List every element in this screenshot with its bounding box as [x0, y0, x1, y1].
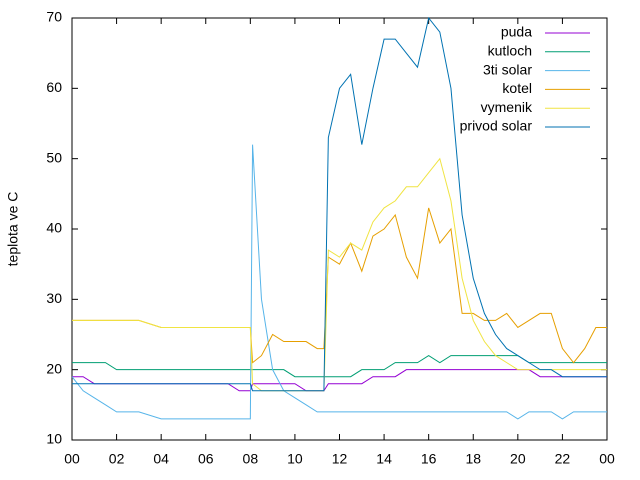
x-tick-label: 08 — [243, 451, 259, 467]
x-tick-label: 10 — [287, 451, 303, 467]
legend-label: kotel — [502, 80, 532, 96]
x-tick-label: 18 — [465, 451, 481, 467]
line-series — [72, 16, 607, 392]
legend-label: privod solar — [460, 118, 533, 134]
line-series — [72, 369, 607, 392]
x-tick-label: 00 — [64, 451, 80, 467]
line-series — [72, 355, 607, 378]
y-tick-label: 70 — [46, 9, 62, 25]
x-tick-label: 22 — [555, 451, 571, 467]
legend-label: kutloch — [488, 43, 532, 59]
y-tick-label: 40 — [46, 220, 62, 236]
x-tick-label: 04 — [153, 451, 169, 467]
legend-label: puda — [501, 24, 532, 40]
y-tick-label: 20 — [46, 360, 62, 376]
x-tick-label: 20 — [510, 451, 526, 467]
line-series — [71, 144, 607, 420]
line-series — [72, 157, 607, 392]
x-tick-label: 12 — [332, 451, 348, 467]
y-tick-label: 10 — [46, 431, 62, 447]
y-axis-label: teplota ve C — [5, 192, 21, 267]
line-series — [72, 207, 607, 364]
x-tick-label: 06 — [198, 451, 214, 467]
y-tick-label: 60 — [46, 79, 62, 95]
legend-label: vymenik — [481, 99, 533, 115]
x-tick-label: 02 — [109, 451, 125, 467]
y-tick-label: 30 — [46, 290, 62, 306]
y-tick-label: 50 — [46, 149, 62, 165]
x-tick-label: 00 — [599, 451, 615, 467]
legend-label: 3ti solar — [483, 61, 532, 77]
x-tick-label: 14 — [376, 451, 392, 467]
x-tick-label: 16 — [421, 451, 437, 467]
